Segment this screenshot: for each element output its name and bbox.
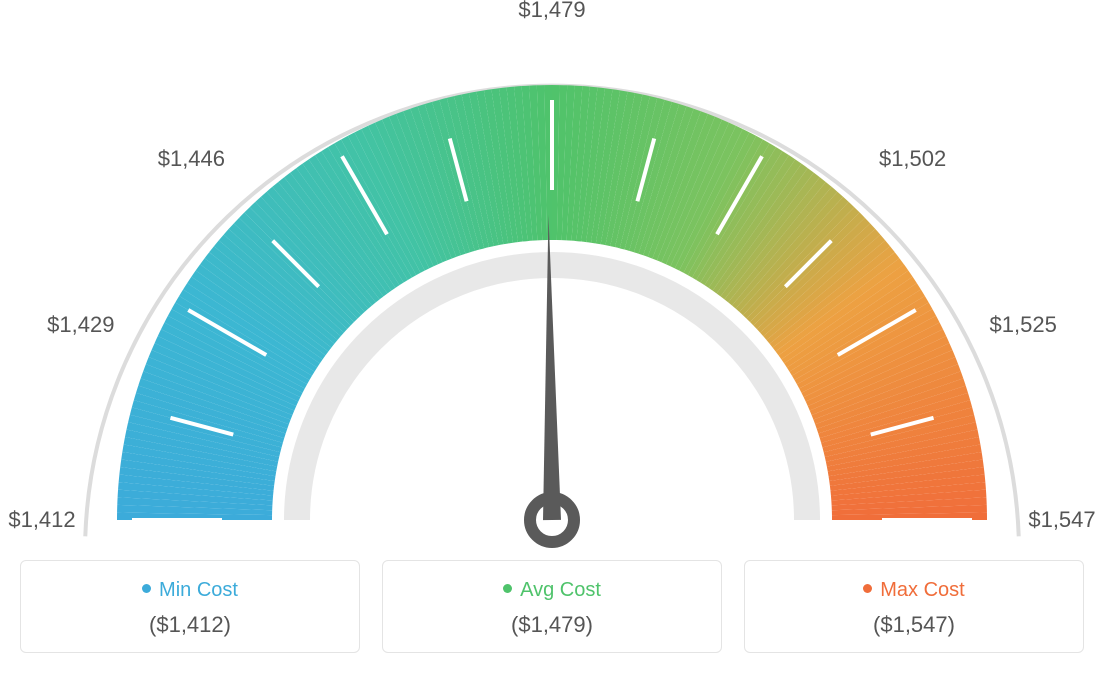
dot-icon (142, 584, 151, 593)
dot-icon (863, 584, 872, 593)
gauge-tick-label: $1,479 (518, 0, 585, 23)
gauge-tick-label: $1,502 (879, 146, 946, 172)
legend-card-avg: Avg Cost ($1,479) (382, 560, 722, 653)
gauge-tick-label: $1,547 (1028, 507, 1095, 533)
gauge-tick-label: $1,429 (47, 312, 114, 338)
legend-label: Max Cost (880, 579, 964, 601)
gauge-tick-label: $1,446 (158, 146, 225, 172)
gauge-tick-label: $1,412 (8, 507, 75, 533)
gauge-tick-label: $1,525 (990, 312, 1057, 338)
legend-value: ($1,547) (755, 612, 1073, 638)
legend-label: Avg Cost (520, 579, 601, 601)
legend-row: Min Cost ($1,412) Avg Cost ($1,479) Max … (20, 560, 1084, 653)
legend-value: ($1,479) (393, 612, 711, 638)
dot-icon (503, 584, 512, 593)
legend-value: ($1,412) (31, 612, 349, 638)
legend-label: Min Cost (159, 579, 238, 601)
gauge-svg (20, 20, 1084, 550)
legend-title-min: Min Cost (31, 579, 349, 602)
cost-gauge-chart: $1,412$1,429$1,446$1,479$1,502$1,525$1,5… (20, 20, 1084, 550)
legend-title-max: Max Cost (755, 579, 1073, 602)
legend-title-avg: Avg Cost (393, 579, 711, 602)
legend-card-max: Max Cost ($1,547) (744, 560, 1084, 653)
legend-card-min: Min Cost ($1,412) (20, 560, 360, 653)
